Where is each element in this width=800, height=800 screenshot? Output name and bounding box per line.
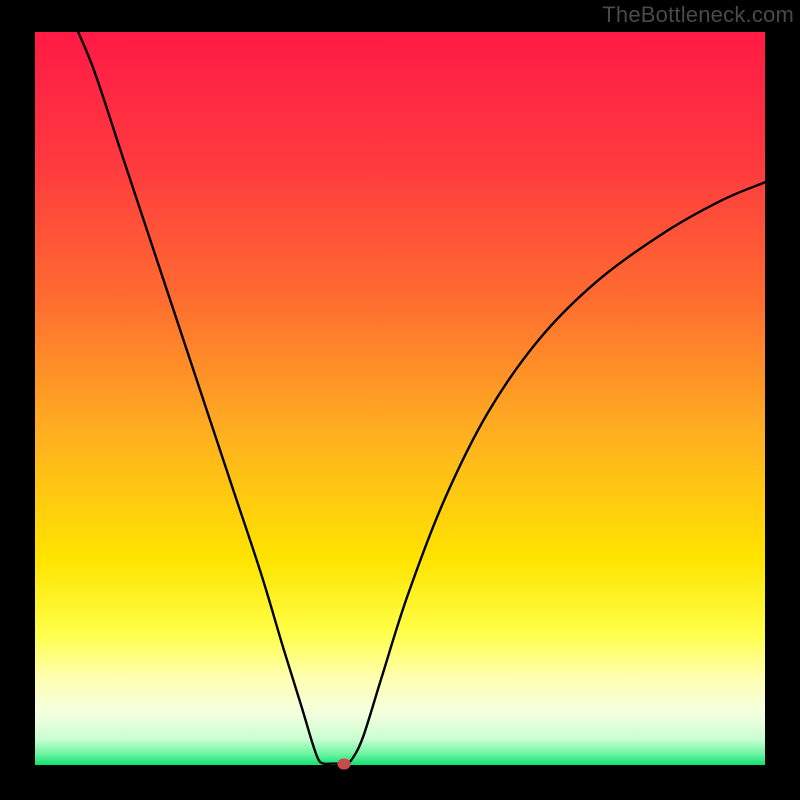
- vertex-marker: [337, 758, 350, 769]
- chart-frame: TheBottleneck.com: [0, 0, 800, 800]
- plot-area: [35, 32, 765, 765]
- curve-layer: [35, 32, 765, 765]
- watermark-text: TheBottleneck.com: [602, 2, 794, 28]
- bottleneck-curve: [72, 32, 766, 764]
